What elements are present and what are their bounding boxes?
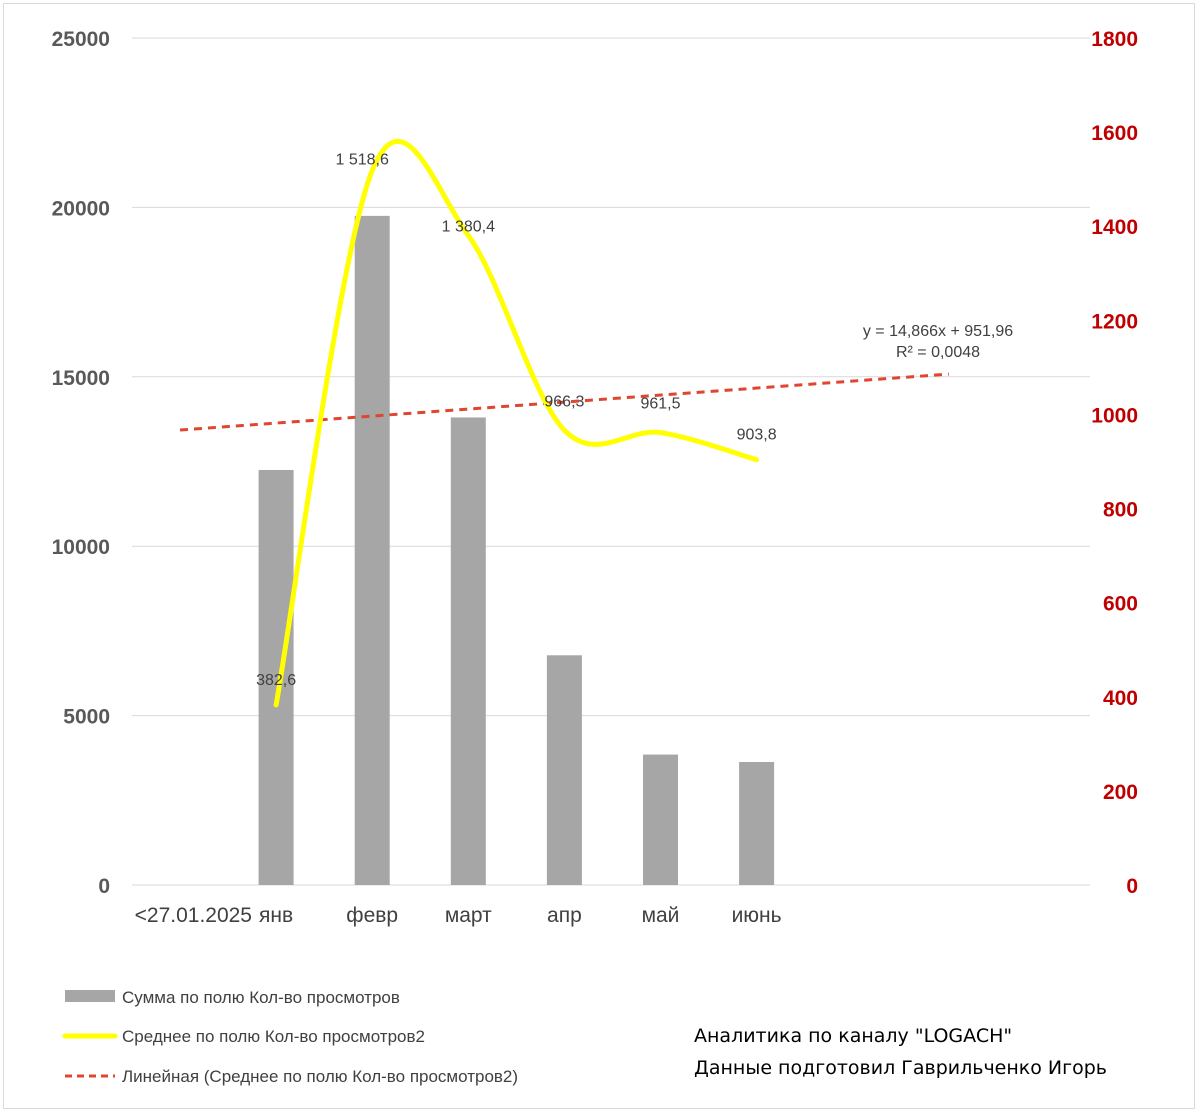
- bar: [354, 215, 390, 885]
- average-line: [273, 138, 760, 708]
- bar-series: [258, 215, 775, 885]
- right-tick-label: 0: [1126, 875, 1138, 898]
- right-tick-label: 1800: [1091, 28, 1138, 51]
- category-label: март: [445, 904, 492, 927]
- legend-label-trend: Линейная (Среднее по полю Кол-во просмот…: [122, 1067, 518, 1086]
- data-label: 1 518,6: [336, 151, 389, 168]
- category-label: июнь: [732, 904, 782, 927]
- category-label: май: [642, 904, 680, 927]
- line-series: [273, 138, 760, 708]
- category-label: <27.01.2025: [135, 904, 252, 927]
- legend-label-bars: Сумма по полю Кол-во просмотров: [122, 988, 400, 1007]
- bar: [546, 655, 582, 885]
- trendline-equation-text: y = 14,866x + 951,96: [863, 323, 1013, 340]
- legend-swatch-bars: [65, 990, 115, 1002]
- bar: [258, 469, 294, 885]
- left-tick-label: 25000: [52, 28, 110, 51]
- data-label: 382,6: [256, 672, 296, 689]
- trendline-equation: y = 14,866x + 951,96 R² = 0,0048: [863, 323, 1013, 361]
- right-tick-label: 400: [1103, 687, 1138, 710]
- category-label: февр: [346, 904, 398, 927]
- data-label: 1 380,4: [442, 218, 495, 235]
- right-tick-label: 800: [1103, 499, 1138, 522]
- left-tick-label: 0: [98, 875, 110, 898]
- legend-label-line: Среднее по полю Кол-во просмотров2: [122, 1027, 425, 1046]
- category-label: апр: [547, 904, 582, 927]
- right-tick-label: 1200: [1091, 310, 1138, 333]
- left-tick-label: 15000: [52, 367, 110, 390]
- bar: [450, 417, 486, 885]
- trendline-series: [179, 372, 949, 432]
- left-tick-label: 20000: [52, 197, 110, 220]
- category-label: янв: [259, 904, 293, 927]
- chart-frame: [3, 3, 1195, 1109]
- bar: [643, 754, 678, 885]
- right-tick-label: 1400: [1091, 216, 1138, 239]
- left-axis-ticks: 0 5000 10000 15000 20000 25000: [52, 28, 110, 898]
- left-tick-label: 10000: [52, 536, 110, 559]
- right-tick-label: 200: [1103, 781, 1138, 804]
- right-tick-label: 1000: [1091, 404, 1138, 427]
- category-labels: <27.01.2025 янв февр март апр май июнь: [135, 904, 782, 927]
- bar: [739, 762, 775, 885]
- trendline-r2-text: R² = 0,0048: [896, 344, 980, 361]
- data-labels: 382,6 1 518,6 1 380,4 966,3 961,5 903,8: [256, 151, 777, 689]
- data-label: 903,8: [737, 427, 777, 444]
- data-label: 966,3: [544, 393, 584, 410]
- right-axis-ticks: 0 200 400 600 800 1000 1200 1400 1600 1800: [1091, 28, 1138, 898]
- data-label: 961,5: [640, 396, 680, 413]
- trendline: [179, 372, 949, 432]
- left-tick-label: 5000: [63, 706, 110, 729]
- legend: Сумма по полю Кол-во просмотров Среднее …: [62, 988, 518, 1086]
- right-tick-label: 1600: [1091, 122, 1138, 145]
- credit-line-1: Аналитика по каналу "LOGACH": [694, 1025, 1013, 1047]
- right-tick-label: 600: [1103, 593, 1138, 616]
- credit-line-2: Данные подготовил Гаврильченко Игорь: [694, 1057, 1108, 1079]
